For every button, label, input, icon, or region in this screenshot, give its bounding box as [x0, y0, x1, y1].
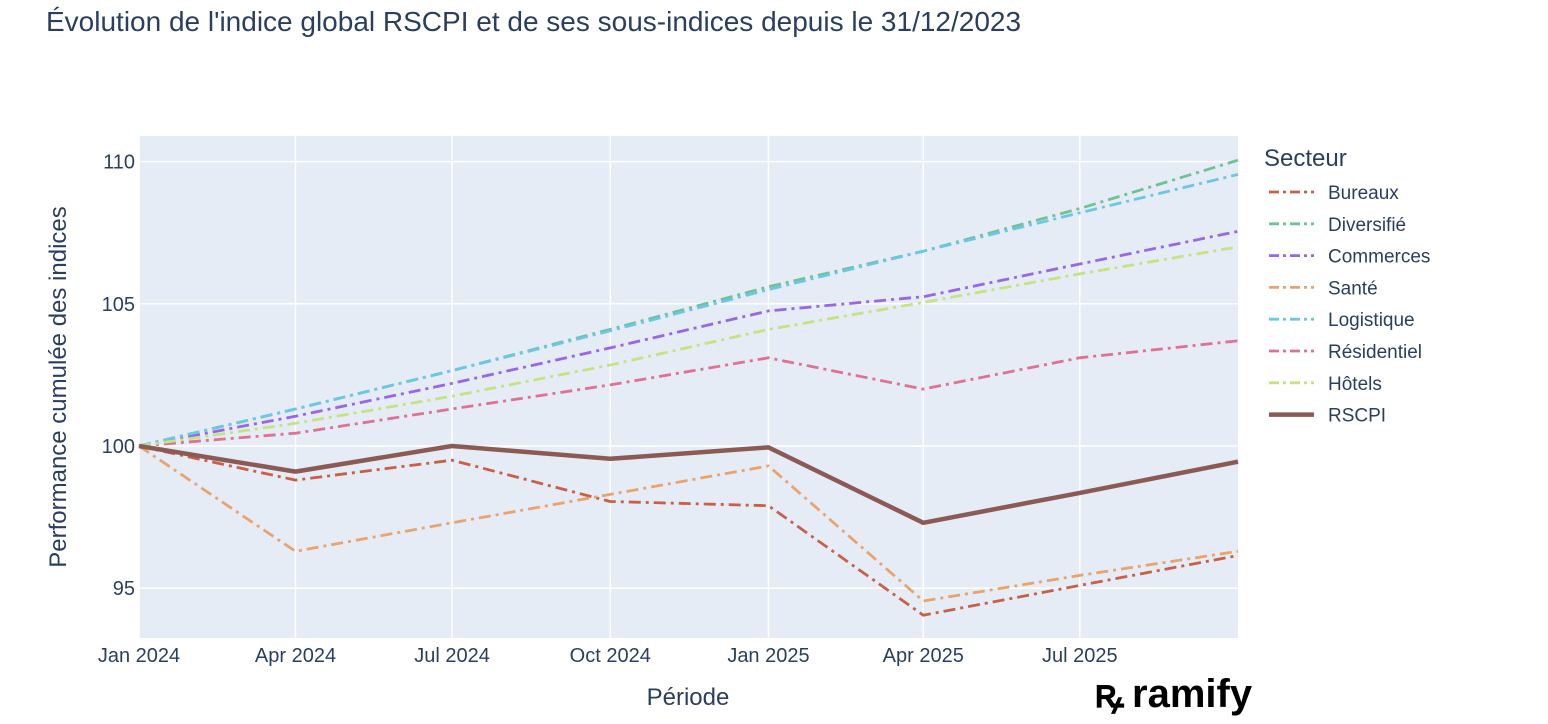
- grid: [138, 136, 1238, 638]
- x-tick-label: Oct 2024: [570, 645, 651, 667]
- ramify-logo-mark: ꝶ: [1094, 672, 1125, 716]
- x-tick-label: Apr 2025: [883, 645, 964, 667]
- x-tick-label: Apr 2024: [255, 645, 336, 667]
- series-line-8: [138, 443, 1239, 526]
- series-line-4: [138, 444, 1239, 603]
- plot-area: [139, 136, 1238, 638]
- y-axis-title: Performance cumulée des indices: [45, 206, 72, 568]
- x-tick-label: Jan 2024: [98, 645, 180, 667]
- x-axis-title: Période: [647, 684, 730, 711]
- y-tick-label: 95: [113, 578, 135, 600]
- x-tick-label: Jan 2025: [727, 645, 809, 667]
- legend-label: Diversifié: [1328, 215, 1406, 236]
- legend-label: RSCPI: [1328, 406, 1386, 427]
- series-line-6: [138, 339, 1239, 448]
- legend-label: Résidentiel: [1328, 342, 1422, 363]
- series-line-3: [138, 229, 1239, 448]
- chart-title: Évolution de l'indice global RSCPI et de…: [46, 6, 1021, 37]
- ramify-logo: ꝶ ramify: [1094, 672, 1253, 716]
- y-tick-label: 110: [103, 152, 135, 174]
- series-line-5: [138, 173, 1239, 448]
- y-tick-label: 100: [102, 436, 135, 458]
- legend-label: Bureaux: [1328, 183, 1399, 204]
- legend-label: Santé: [1328, 278, 1378, 299]
- ramify-logo-text: ramify: [1132, 672, 1253, 716]
- series-line-1: [138, 444, 1239, 617]
- series-line-2: [138, 158, 1239, 448]
- legend-title: Secteur: [1264, 145, 1347, 172]
- series-lines: [138, 158, 1239, 617]
- x-tick-label: Jul 2024: [414, 645, 490, 667]
- legend-label: Commerces: [1328, 247, 1430, 268]
- legend-label: Hôtels: [1328, 374, 1382, 395]
- x-axis-ticks: Jan 2024 Apr 2024 Jul 2024 Oct 2024 Jan 2025…: [98, 645, 1118, 667]
- series-line-7: [138, 245, 1239, 448]
- legend-label: Logistique: [1328, 310, 1415, 331]
- y-axis-ticks: 95 100 105 110: [102, 152, 135, 601]
- x-tick-label: Jul 2025: [1042, 645, 1118, 667]
- y-tick-label: 105: [102, 294, 135, 316]
- legend: Secteur Bureaux Diversifié Commerces Santé L…: [1264, 145, 1430, 427]
